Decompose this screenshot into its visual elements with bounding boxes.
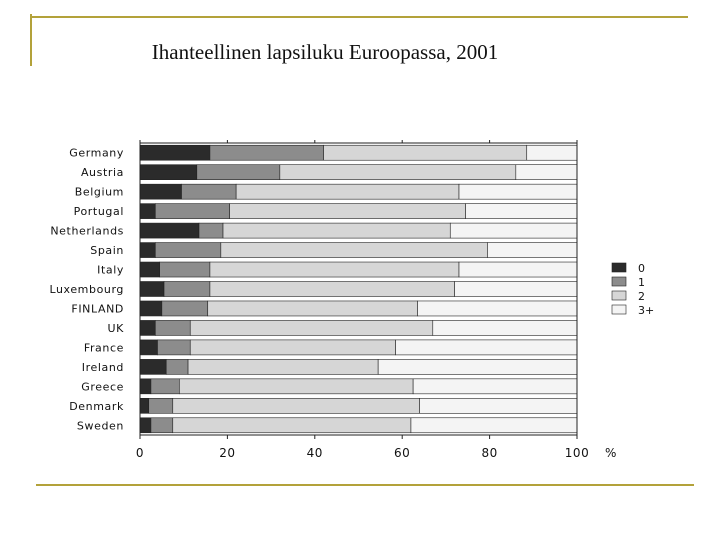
- decorative-top-rule: [30, 16, 688, 18]
- bar-segment: [465, 203, 578, 219]
- slide-title: Ihanteellinen lapsiluku Euroopassa, 2001: [151, 40, 499, 64]
- bar-segment: [181, 183, 237, 200]
- bar-segment: [139, 378, 152, 395]
- bar-segment: [157, 339, 191, 356]
- bar-segment: [196, 164, 281, 180]
- x-tick-label: 20: [219, 446, 235, 460]
- bar-segment: [150, 378, 180, 395]
- bar-segment: [139, 417, 152, 434]
- bar-segment: [139, 397, 150, 414]
- decorative-bottom-rule: [36, 484, 694, 486]
- bar-segment: [139, 203, 156, 219]
- plot-frame: [139, 142, 578, 436]
- bar-segment: [417, 300, 578, 317]
- bar-segment: [172, 397, 420, 414]
- bar-segment: [154, 203, 230, 219]
- bar-segment: [377, 359, 578, 375]
- bar-segment: [209, 261, 460, 278]
- bar-segment: [410, 417, 578, 434]
- bar-segment: [279, 164, 517, 180]
- bar-segment: [139, 359, 167, 375]
- bar-segment: [139, 164, 198, 180]
- legend-label: 3+: [638, 304, 654, 317]
- legend-label: 0: [638, 262, 645, 275]
- category-label: Portugal: [74, 205, 124, 218]
- category-label: FINLAND: [71, 302, 124, 315]
- category-label: Greece: [81, 380, 124, 393]
- bar-segment: [209, 281, 455, 297]
- bar-segment: [139, 261, 160, 278]
- bar-segment: [189, 339, 396, 356]
- legend-swatch: [611, 262, 627, 273]
- bar-segment: [487, 242, 578, 258]
- bar-segment: [458, 183, 578, 200]
- bar-segment: [150, 417, 174, 434]
- bar-segment: [139, 300, 163, 317]
- category-label: Germany: [69, 147, 124, 160]
- category-label: France: [84, 341, 124, 354]
- category-label: Austria: [81, 166, 124, 179]
- legend-label: 1: [638, 276, 645, 289]
- category-label: Netherlands: [50, 225, 124, 238]
- category-label: Sweden: [77, 419, 124, 432]
- x-tick-label: 100: [565, 446, 589, 460]
- bar-segment: [323, 144, 528, 161]
- x-tick-label: 40: [307, 446, 323, 460]
- bar-segment: [179, 378, 414, 395]
- bar-segment: [154, 242, 222, 258]
- bar-segment: [432, 320, 578, 336]
- category-label: Denmark: [69, 400, 124, 413]
- category-label: Luxembourg: [49, 283, 124, 296]
- bar-segment: [207, 300, 418, 317]
- x-tick-label: 80: [481, 446, 497, 460]
- bar-segment: [139, 183, 182, 200]
- bar-segment: [419, 397, 578, 414]
- bar-segment: [189, 320, 434, 336]
- legend-swatch: [611, 276, 627, 287]
- legend-swatch: [611, 304, 627, 315]
- bar-segment: [449, 222, 578, 239]
- category-label: Ireland: [82, 361, 124, 374]
- bar-segment: [139, 222, 200, 239]
- bar-segment: [139, 281, 165, 297]
- bar-segment: [220, 242, 488, 258]
- category-label: Spain: [90, 244, 124, 257]
- bar-segment: [161, 300, 209, 317]
- bar-segment: [235, 183, 460, 200]
- bar-segment: [515, 164, 578, 180]
- x-unit-label: %: [605, 446, 617, 460]
- bar-segment: [139, 339, 158, 356]
- bar-segment: [229, 203, 466, 219]
- decorative-vertical-rule: [30, 14, 32, 66]
- x-tick-label: 0: [136, 446, 144, 460]
- legend-label: 2: [638, 290, 645, 303]
- bar-segment: [139, 320, 156, 336]
- bar-segment: [198, 222, 224, 239]
- bar-segment: [139, 242, 156, 258]
- bar-segment: [222, 222, 451, 239]
- bar-segment: [454, 281, 578, 297]
- bar-segment: [458, 261, 578, 278]
- bar-segment: [172, 417, 412, 434]
- category-label: Italy: [97, 264, 124, 277]
- x-tick-label: 60: [394, 446, 410, 460]
- bar-segment: [139, 144, 211, 161]
- bar-segment: [148, 397, 174, 414]
- legend-swatch: [611, 290, 627, 301]
- bar-segment: [395, 339, 578, 356]
- category-label: Belgium: [75, 186, 124, 199]
- bar-segment: [154, 320, 191, 336]
- bar-segment: [412, 378, 578, 395]
- bar-segment: [187, 359, 379, 375]
- bar-segment: [209, 144, 324, 161]
- bar-segment: [526, 144, 578, 161]
- bar-segment: [163, 281, 211, 297]
- bar-segment: [165, 359, 189, 375]
- category-label: UK: [108, 322, 125, 335]
- bar-segment: [159, 261, 211, 278]
